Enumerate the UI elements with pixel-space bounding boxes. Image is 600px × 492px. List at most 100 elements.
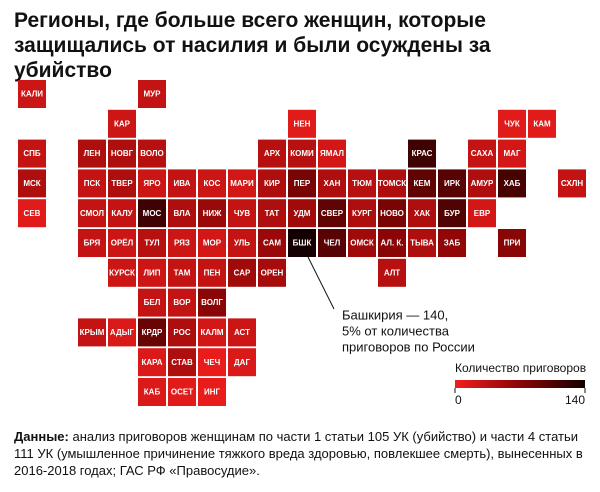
region-tile [198, 199, 226, 228]
region-label: МУР [144, 90, 162, 99]
region-tile [78, 139, 106, 168]
region-label: ПЕН [204, 268, 221, 277]
region-tile [168, 318, 196, 347]
region-tile [138, 229, 166, 257]
region-label: ТЫВА [410, 239, 434, 248]
region-tile [228, 318, 256, 347]
region-label: ХАК [414, 209, 430, 218]
region-label: ЧУК [504, 119, 520, 128]
region-label: КРДР [142, 328, 163, 337]
region-label: КУРГ [352, 209, 372, 218]
region-label: ВОЛО [140, 149, 163, 158]
region-tile [138, 288, 166, 317]
region-label: НИЖ [203, 209, 223, 218]
region-label: КАЛМ [200, 328, 223, 337]
region-tile [258, 258, 286, 287]
region-label: СМОЛ [80, 209, 104, 218]
region-label: КАБ [144, 388, 161, 397]
region-tile [288, 199, 316, 228]
region-tile [108, 229, 136, 257]
region-label: АЛ. К. [380, 239, 403, 248]
region-tile [198, 378, 226, 406]
region-label: ЛИП [143, 268, 160, 277]
annotation-text: приговоров по России [342, 339, 475, 354]
region-label: МОР [203, 239, 222, 248]
region-tile [198, 318, 226, 347]
region-label: ЯМАЛ [320, 149, 344, 158]
region-label: РОС [173, 328, 190, 337]
region-tile [378, 229, 406, 257]
region-tile [18, 80, 46, 108]
region-label: КУРСК [109, 268, 135, 277]
region-tile [228, 348, 256, 377]
region-label: ТВЕР [111, 179, 133, 188]
annotation-line [307, 256, 335, 310]
region-label: КАР [114, 119, 131, 128]
region-label: ИНГ [204, 388, 221, 397]
region-label: МАГ [504, 149, 521, 158]
region-label: НОВГ [111, 149, 134, 158]
region-tile [138, 348, 166, 377]
region-tile [348, 199, 376, 228]
region-tile [408, 169, 436, 198]
region-tile [168, 199, 196, 228]
region-label: ТУЛ [144, 239, 160, 248]
region-tile [288, 139, 316, 168]
region-tile [468, 199, 496, 228]
region-label: ХАБ [504, 179, 521, 188]
region-label: ВЛА [174, 209, 191, 218]
region-label: ТЮМ [352, 179, 372, 188]
region-label: НОВО [380, 209, 404, 218]
region-tile [468, 169, 496, 198]
region-label: АМУР [471, 179, 494, 188]
region-tile [108, 318, 136, 347]
region-label: СТАВ [171, 358, 193, 367]
region-label: АЛТ [384, 268, 400, 277]
region-tile [558, 169, 586, 198]
region-tile [108, 169, 136, 198]
region-tile [468, 139, 496, 168]
region-tile [138, 169, 166, 198]
region-label: УЛЬ [234, 239, 250, 248]
region-tile [78, 169, 106, 198]
region-label: ПЕР [294, 179, 311, 188]
region-tile [378, 258, 406, 287]
region-label: ЛЕН [84, 149, 101, 158]
region-tile [498, 169, 526, 198]
legend-tick-label: 140 [565, 393, 585, 407]
region-tile [78, 229, 106, 257]
region-label: САМ [263, 239, 281, 248]
region-label: ЯРО [143, 179, 160, 188]
annotation-text: 5% от количества [342, 323, 450, 338]
region-tile [198, 288, 226, 317]
region-label: ЗАБ [444, 239, 461, 248]
region-tile [438, 199, 466, 228]
region-label: КРАС [412, 149, 433, 158]
region-tile [378, 199, 406, 228]
region-tile [288, 109, 316, 138]
region-label: НЕН [294, 119, 311, 128]
region-tile [318, 229, 346, 257]
region-tile [138, 199, 166, 228]
legend-tick-label: 0 [455, 393, 462, 407]
region-tile [168, 288, 196, 317]
region-tile [498, 229, 526, 257]
region-tile [108, 109, 136, 138]
region-label: КАЛУ [111, 209, 133, 218]
region-label: БШК [293, 239, 312, 248]
region-label: ТАМ [174, 268, 191, 277]
region-tile [438, 169, 466, 198]
annotation-text: Башкирия — 140, [342, 307, 448, 322]
region-tile [138, 80, 166, 108]
region-tile [258, 229, 286, 257]
region-tile [78, 318, 106, 347]
region-label: БРЯ [84, 239, 101, 248]
region-tile [228, 229, 256, 257]
region-tile [168, 169, 196, 198]
region-tile [318, 139, 346, 168]
region-label: КАМ [533, 119, 551, 128]
region-label: СХЛН [561, 179, 583, 188]
region-label: СЕВ [24, 209, 41, 218]
